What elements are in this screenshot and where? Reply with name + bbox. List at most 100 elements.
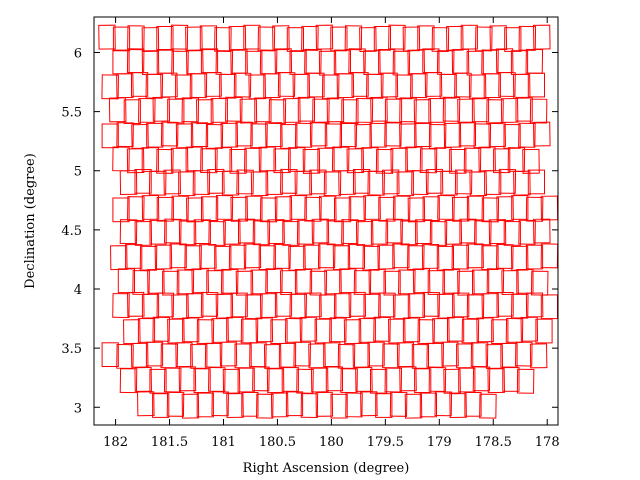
footprint-0-22 <box>417 25 435 51</box>
footprint-7-4 <box>171 195 189 221</box>
footprint-1-6 <box>200 48 219 74</box>
footprint-10-5 <box>191 268 209 294</box>
footprint-11-19 <box>392 294 411 320</box>
footprint-14-27 <box>516 368 535 394</box>
footprint-11-2 <box>141 293 160 319</box>
footprint-1-19 <box>392 50 411 76</box>
footprint-7-28 <box>525 196 544 222</box>
footprint-14-5 <box>193 368 211 393</box>
footprint-7-16 <box>348 196 367 222</box>
footprint-6-3 <box>163 169 181 195</box>
x-tick-label-0: 182 <box>103 435 128 450</box>
footprint-8-26 <box>503 221 521 246</box>
footprint-13-12 <box>278 342 297 368</box>
footprint-12-11 <box>284 317 303 343</box>
footprint-5-15 <box>331 146 350 172</box>
footprint-11-20 <box>407 293 425 318</box>
footprint-10-21 <box>427 270 445 295</box>
footprint-2-0 <box>101 74 119 100</box>
footprint-8-14 <box>326 220 344 246</box>
footprint-15-19 <box>419 392 437 418</box>
footprint-4-29 <box>533 121 551 147</box>
footprint-6-22 <box>440 170 458 196</box>
footprint-8-10 <box>267 219 285 245</box>
footprint-12-2 <box>152 316 170 342</box>
footprint-15-4 <box>196 392 214 418</box>
footprint-2-8 <box>219 73 237 99</box>
footprint-6-13 <box>309 169 327 195</box>
footprint-15-17 <box>389 391 408 417</box>
footprint-13-21 <box>411 344 429 369</box>
footprint-0-15 <box>315 24 334 50</box>
footprint-1-9 <box>245 50 263 76</box>
footprint-5-1 <box>126 148 145 174</box>
footprint-1-25 <box>481 49 499 75</box>
footprint-14-23 <box>458 367 476 393</box>
footprint-9-16 <box>347 244 365 269</box>
footprint-14-18 <box>384 367 403 393</box>
footprint-0-27 <box>489 25 508 51</box>
footprint-5-23 <box>449 149 467 174</box>
footprint-6-7 <box>221 170 240 196</box>
footprint-0-9 <box>228 25 247 51</box>
footprint-layer <box>98 24 559 419</box>
footprint-12-5 <box>196 319 215 345</box>
footprint-8-16 <box>355 220 374 246</box>
footprint-3-24 <box>457 98 475 124</box>
footprint-11-11 <box>274 292 293 317</box>
footprint-1-22 <box>436 50 455 76</box>
footprint-14-21 <box>428 366 447 392</box>
footprint-6-9 <box>250 171 269 197</box>
footprint-6-24 <box>469 171 487 197</box>
footprint-10-9 <box>250 269 268 295</box>
footprint-2-3 <box>145 73 164 99</box>
footprint-1-23 <box>451 48 470 74</box>
footprint-5-22 <box>434 147 452 173</box>
footprint-13-5 <box>175 342 193 368</box>
footprint-5-10 <box>258 146 277 172</box>
footprint-0-29 <box>518 25 537 51</box>
footprint-2-5 <box>175 74 193 100</box>
y-tick-label-2: 4 <box>74 283 82 298</box>
footprint-10-11 <box>279 270 298 296</box>
footprint-1-4 <box>171 50 189 76</box>
footprint-14-0 <box>119 368 138 394</box>
footprint-4-1 <box>116 122 134 148</box>
footprint-2-22 <box>424 71 443 97</box>
footprint-5-2 <box>141 147 159 172</box>
footprint-8-1 <box>134 220 153 246</box>
footprint-12-16 <box>358 318 376 343</box>
footprint-2-6 <box>189 73 208 99</box>
footprint-13-10 <box>249 342 267 368</box>
footprint-10-26 <box>501 270 519 296</box>
footprint-4-5 <box>175 123 194 149</box>
footprint-2-20 <box>395 74 413 100</box>
footprint-15-15 <box>360 391 378 417</box>
footprint-9-22 <box>436 245 454 271</box>
footprint-15-5 <box>211 391 229 417</box>
footprint-13-22 <box>426 342 444 368</box>
footprint-0-26 <box>475 26 493 52</box>
footprint-4-13 <box>294 122 313 148</box>
y-axis-label: Declination (degree) <box>23 153 38 289</box>
x-tick-label-6: 179 <box>427 435 452 450</box>
footprint-3-25 <box>471 97 490 123</box>
footprint-13-26 <box>485 343 504 369</box>
footprint-0-3 <box>141 27 160 53</box>
footprint-3-14 <box>312 98 330 124</box>
footprint-4-25 <box>473 123 492 149</box>
footprint-0-8 <box>214 27 232 53</box>
footprint-9-5 <box>184 245 202 271</box>
footprint-10-13 <box>309 270 328 296</box>
footprint-4-28 <box>518 122 536 148</box>
footprint-8-25 <box>488 219 507 245</box>
footprint-13-19 <box>382 343 400 369</box>
footprint-7-29 <box>540 195 559 221</box>
footprint-5-6 <box>200 148 218 174</box>
footprint-5-5 <box>185 146 203 172</box>
footprint-2-24 <box>454 72 472 98</box>
footprint-4-24 <box>458 121 476 147</box>
footprint-6-19 <box>396 171 414 197</box>
footprint-0-12 <box>272 25 290 51</box>
